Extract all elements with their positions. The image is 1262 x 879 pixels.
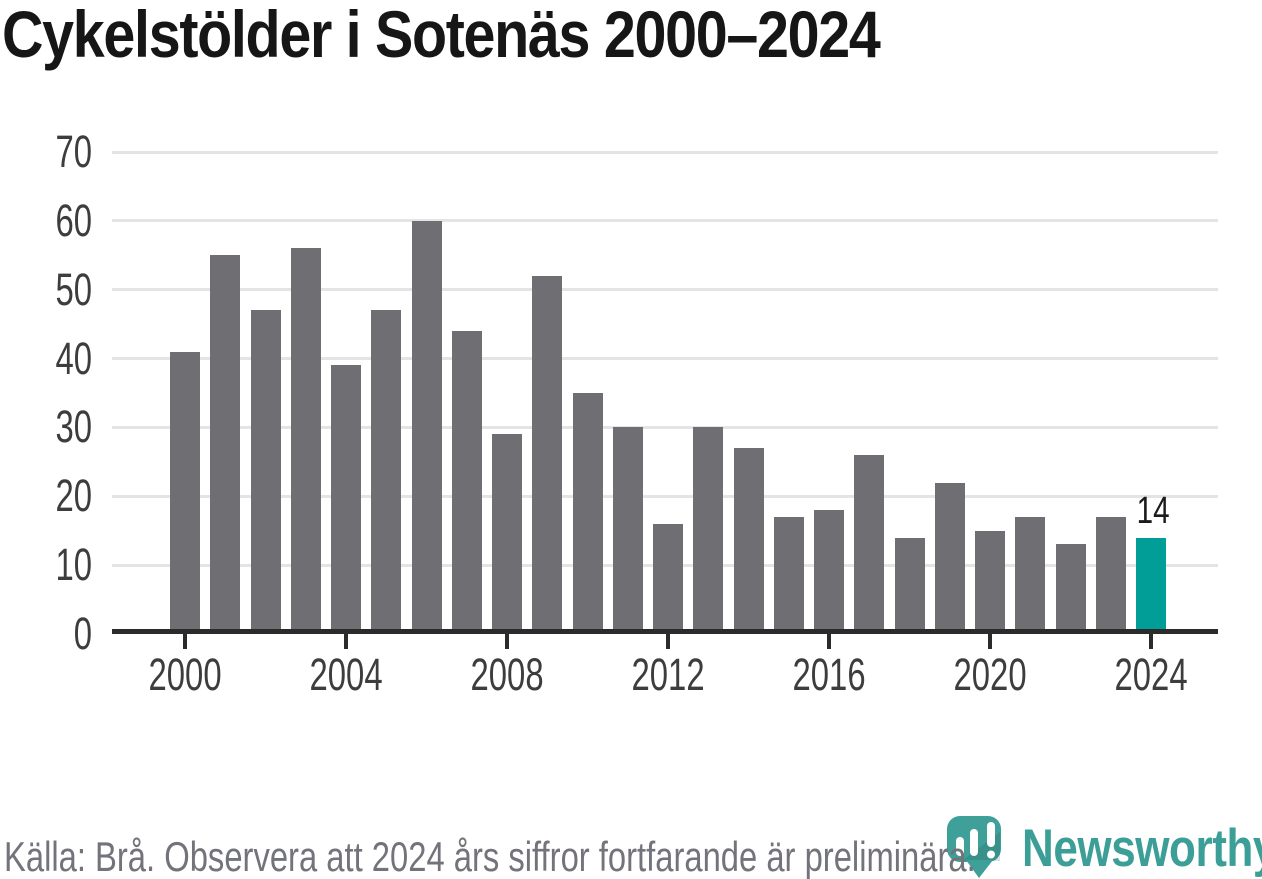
chart-title: Cykelstölder i Sotenäs 2000–2024 <box>2 0 1011 69</box>
newsworthy-wordmark: Newsworthy <box>1022 822 1262 875</box>
source-note: Källa: Brå. Observera att 2024 års siffr… <box>4 833 976 879</box>
bar-2007 <box>451 331 482 634</box>
gridline-20 <box>112 494 1218 498</box>
x-tick-2012 <box>666 634 670 649</box>
bar-2020 <box>975 530 1005 634</box>
bar-2003 <box>290 248 321 634</box>
bar-2000 <box>170 351 200 634</box>
bar-2006 <box>411 220 442 634</box>
y-tick-label-10: 10 <box>55 539 92 591</box>
bar-2010 <box>572 393 603 634</box>
bar-2004 <box>331 365 361 634</box>
bar-2023 <box>1095 516 1126 634</box>
logo-bar-tall <box>987 822 995 847</box>
x-tick-2020 <box>988 634 992 649</box>
chart-title-text: Cykelstölder i Sotenäs 2000–2024 <box>2 0 881 71</box>
gridline-70 <box>112 150 1218 154</box>
bar-2019 <box>934 482 965 634</box>
bar-2018 <box>894 537 925 634</box>
highlight-value-label: 14 <box>1093 490 1213 533</box>
y-tick-label-60: 60 <box>55 194 92 246</box>
bar-2008 <box>492 434 522 634</box>
x-tick-label-2020: 2020 <box>953 649 1027 700</box>
x-tick-label-2024: 2024 <box>1114 649 1188 700</box>
x-tick-2004 <box>344 634 348 649</box>
x-tick-label-2004: 2004 <box>309 649 383 700</box>
bar-2001 <box>210 255 241 634</box>
bar-2015 <box>773 516 804 634</box>
logo-bubble-tail <box>966 860 993 878</box>
bar-2002 <box>250 310 281 634</box>
gridline-40 <box>112 357 1218 361</box>
x-axis-line <box>112 629 1218 634</box>
x-tick-2008 <box>505 634 509 649</box>
bar-2022 <box>1055 544 1086 634</box>
newsworthy-wordmark-text: Newsworthy <box>1022 819 1262 878</box>
bar-2005 <box>371 310 402 634</box>
bar-2021 <box>1015 516 1046 634</box>
y-tick-label-0: 0 <box>73 608 92 659</box>
x-tick-label-2012: 2012 <box>631 649 705 700</box>
x-tick-2000 <box>183 634 187 649</box>
footer: Källa: Brå. Observera att 2024 års siffr… <box>4 836 1250 878</box>
bar-2009 <box>532 275 563 634</box>
x-tick-2024 <box>1149 634 1153 649</box>
x-tick-label-2008: 2008 <box>470 649 544 700</box>
x-tick-2016 <box>827 634 831 649</box>
bar-2016 <box>814 510 844 634</box>
y-tick-label-50: 50 <box>55 263 92 315</box>
y-tick-label-70: 70 <box>55 126 92 177</box>
bar-2017 <box>854 454 885 634</box>
y-tick-label-20: 20 <box>55 470 92 522</box>
bar-2014 <box>733 448 764 634</box>
gridline-30 <box>112 425 1218 429</box>
x-tick-label-2000: 2000 <box>148 649 222 700</box>
highlight-value-text: 14 <box>1136 489 1170 532</box>
logo-bar-medium <box>970 829 978 856</box>
bar-2011 <box>612 427 643 634</box>
x-tick-label-2016: 2016 <box>792 649 866 700</box>
plot-area: 0 10 20 30 40 50 60 70 2000 2004 2008 2012 2016 2020… <box>55 126 1218 700</box>
gridline-50 <box>112 288 1218 292</box>
newsworthy-bubble-chart-icon <box>947 816 1001 878</box>
bar-2013 <box>693 427 724 634</box>
y-tick-label-40: 40 <box>55 332 92 384</box>
logo-bar-short <box>956 837 964 856</box>
y-tick-label-30: 30 <box>55 401 92 453</box>
gridline-60 <box>112 219 1218 223</box>
bar-2024 <box>1136 537 1166 634</box>
bar-2012 <box>653 523 683 634</box>
logo-dot <box>987 850 995 859</box>
